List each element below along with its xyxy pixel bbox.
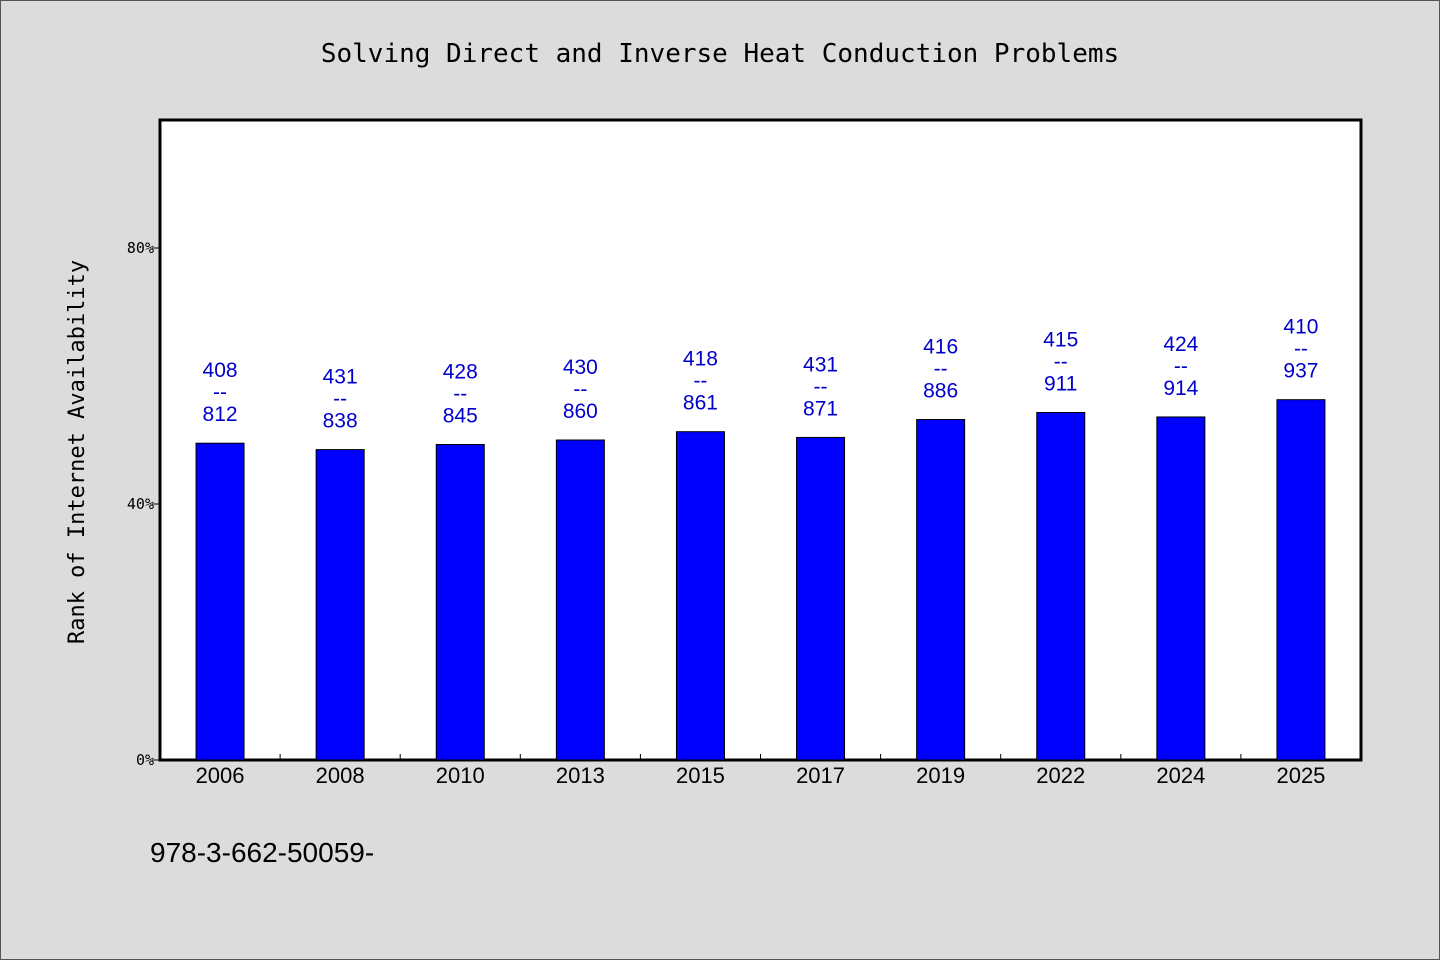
bar-label-mid: -- (1174, 355, 1188, 378)
bar-label-bottom: 861 (683, 392, 718, 415)
bar-label-top: 430 (563, 356, 598, 379)
bar-label-top: 431 (803, 353, 838, 376)
bar-label-bottom: 871 (803, 397, 838, 420)
bar-label-mid: -- (1294, 338, 1308, 361)
bar-label-bottom: 911 (1044, 372, 1077, 395)
bar-label-top: 431 (323, 366, 358, 389)
bar-label-top: 418 (683, 348, 718, 371)
bar-label-top: 424 (1163, 333, 1198, 356)
bar (555, 439, 605, 761)
x-tick-label: 2024 (1156, 763, 1205, 788)
bar-label-bottom: 914 (1163, 377, 1198, 400)
y-tick-label: 80% (127, 239, 154, 257)
bar-label-bottom: 886 (923, 380, 958, 403)
bar (1276, 399, 1326, 761)
x-tick-label: 2008 (316, 763, 365, 788)
bar-label-mid: -- (693, 370, 707, 393)
x-tick-label: 2015 (676, 763, 725, 788)
bar-label-bottom: 845 (443, 404, 478, 427)
y-tick-label: 40% (127, 495, 154, 513)
bar-label-bottom: 838 (323, 410, 358, 433)
x-tick-label: 2017 (796, 763, 845, 788)
bar-label-top: 410 (1283, 316, 1318, 339)
bar (675, 431, 725, 761)
y-axis-label: Rank of Internet Availability (65, 260, 90, 644)
x-tick-label: 2022 (1036, 763, 1085, 788)
x-tick-label: 2006 (196, 763, 245, 788)
x-tick-label: 2019 (916, 763, 965, 788)
bar (1156, 416, 1206, 761)
bar (195, 442, 245, 761)
bar-label-mid: -- (573, 378, 587, 401)
x-tick-label: 2025 (1276, 763, 1325, 788)
bar-label-mid: -- (1054, 350, 1068, 373)
x-tick-label: 2013 (556, 763, 605, 788)
bar-label-mid: -- (814, 375, 828, 398)
bar-label-mid: -- (213, 381, 227, 404)
bar-label-mid: -- (453, 382, 467, 405)
bar (435, 443, 485, 761)
bar (916, 419, 966, 761)
bar (1036, 411, 1086, 761)
bar-label-bottom: 812 (203, 403, 238, 426)
x-tick-label: 2010 (436, 763, 485, 788)
bar-label-top: 416 (923, 336, 958, 359)
chart-title: Solving Direct and Inverse Heat Conducti… (321, 39, 1119, 69)
bar-label-mid: -- (934, 358, 948, 381)
footer-isbn-text: 978-3-662-50059- (150, 837, 374, 868)
bar-label-mid: -- (333, 388, 347, 411)
bar (796, 436, 846, 761)
y-tick-label: 0% (136, 751, 154, 769)
bar-label-bottom: 937 (1283, 360, 1318, 383)
bar-label-top: 415 (1043, 328, 1078, 351)
bar (315, 449, 365, 761)
bar-label-bottom: 860 (563, 400, 598, 423)
bar-label-top: 408 (203, 359, 238, 382)
bar-label-top: 428 (443, 360, 478, 383)
chart-marks: 0%40%80%408--8122006431--8382008428--845… (127, 239, 1326, 788)
